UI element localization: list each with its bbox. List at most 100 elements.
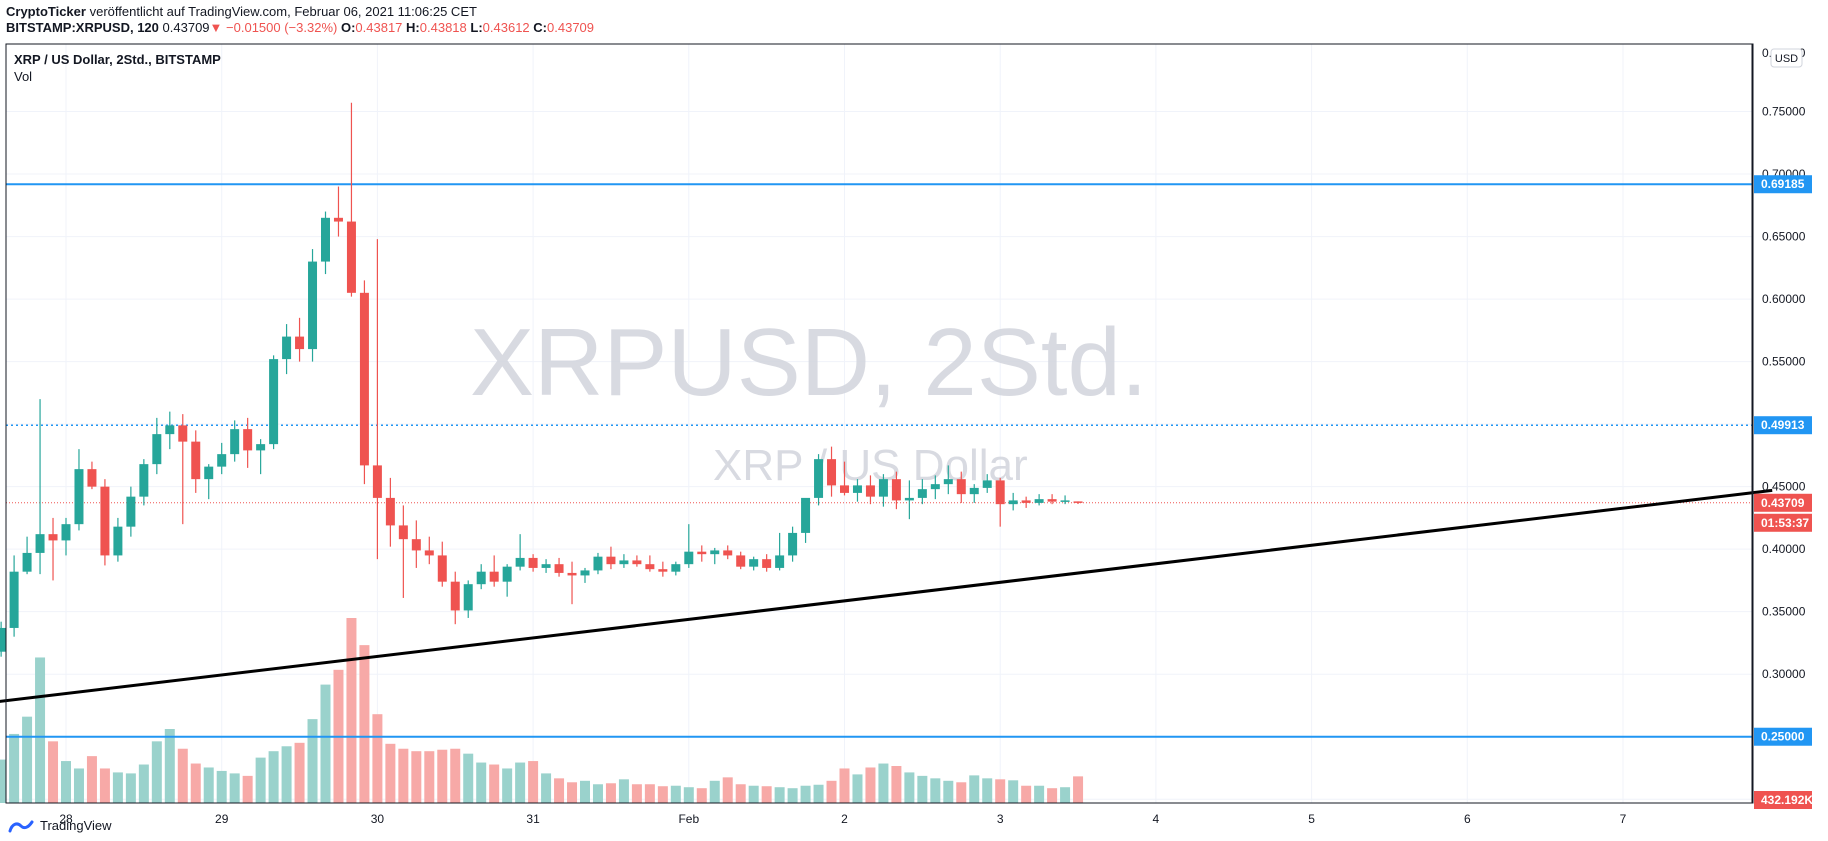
close-label: C: [533, 20, 548, 35]
volume-bar [930, 778, 941, 803]
candle-body [606, 556, 616, 565]
candle-body [1073, 501, 1083, 503]
close-value: 0.43709 [547, 20, 595, 35]
candle-body [165, 425, 175, 435]
candle-body [463, 584, 473, 611]
candle-body [502, 566, 512, 582]
candle-body [74, 469, 84, 525]
candle-body [684, 551, 694, 565]
low-label: L: [470, 20, 483, 35]
volume-bar [515, 762, 526, 803]
volume-bar [683, 787, 694, 803]
volume-bar [528, 761, 539, 803]
volume-bar [229, 773, 240, 803]
candle-body [814, 459, 824, 498]
volume-bar [670, 785, 681, 803]
volume-bar [359, 645, 370, 803]
volume-bar [800, 785, 811, 803]
candle-body [139, 464, 149, 497]
y-tick-label: 0.45000 [1762, 480, 1806, 494]
volume-bar [696, 788, 707, 803]
time-axis[interactable]: 28 29 30 31 Feb 2 3 4 5 6 7 [59, 812, 1626, 826]
candle-body [450, 581, 460, 611]
candle-body [969, 487, 979, 495]
price-tag-volume: 432.192K [1761, 793, 1813, 807]
volume-bar [878, 763, 889, 803]
candle-body [61, 524, 71, 541]
volume-bar [22, 716, 33, 803]
volume-bar [956, 782, 967, 803]
volume-bar [112, 772, 123, 803]
volume-bar [203, 767, 214, 803]
candle-body [541, 564, 551, 568]
candle-body [230, 429, 240, 455]
candle-body [204, 466, 214, 480]
volume-bar [281, 746, 292, 803]
volume-bar [86, 756, 97, 803]
grid [6, 44, 1752, 803]
volume-bar [618, 779, 629, 803]
volume-bar [48, 741, 59, 803]
candle-body [359, 292, 369, 466]
currency-badge[interactable] [1770, 48, 1803, 68]
candle-body [424, 550, 434, 556]
legend-title: XRP / US Dollar, 2Std., BITSTAMP [14, 52, 221, 67]
candle-body [593, 556, 603, 571]
volume-bar [969, 775, 980, 803]
y-tick-label: 0.55000 [1762, 355, 1806, 369]
candle-body [321, 217, 330, 262]
footer-brand: TradingView [40, 818, 112, 833]
volume-bar [151, 741, 162, 803]
candle-body [1021, 500, 1031, 503]
publisher-name: CryptoTicker [6, 4, 86, 19]
volume-bar [255, 757, 266, 803]
volume-bar [761, 786, 772, 803]
candle-body [217, 454, 227, 467]
currency-label: USD [1775, 53, 1798, 65]
volume-bar [372, 714, 383, 803]
candle-body [930, 484, 940, 490]
candle-body [658, 569, 668, 572]
support-trendline [0, 488, 1773, 703]
candle-body [878, 479, 888, 497]
volume-bar [605, 783, 616, 803]
candle-body [904, 497, 914, 501]
low-value: 0.43612 [482, 20, 530, 35]
candle-body [398, 525, 408, 540]
volume-bar [307, 719, 318, 803]
candle-body [1060, 500, 1070, 502]
volume-bar [164, 729, 175, 803]
x-tick-label: 31 [526, 812, 540, 826]
x-tick-label: 2 [841, 812, 848, 826]
candle-body [152, 434, 162, 465]
volume-bar [1008, 780, 1019, 803]
volume-bar [748, 785, 759, 803]
volume-bar [1021, 785, 1032, 803]
volume-bar [138, 764, 149, 803]
price-tag-mid-level: 0.49913 [1761, 418, 1805, 432]
open-value: 0.43817 [355, 20, 403, 35]
candle-body [956, 479, 966, 495]
candle-body [476, 571, 486, 585]
candle-body [282, 336, 292, 360]
y-tick-label: 0.60000 [1762, 292, 1806, 306]
candle-body [243, 429, 253, 451]
candle-body [580, 570, 590, 576]
candle-body [528, 557, 538, 568]
volume-bar [242, 775, 253, 803]
price-levels [6, 183, 1752, 738]
volume-bar [125, 773, 136, 803]
x-tick-label: 28 [59, 812, 73, 826]
x-tick-label: 4 [1153, 812, 1160, 826]
x-tick-label: 30 [371, 812, 385, 826]
candle-body [269, 359, 279, 445]
candle-body [736, 555, 746, 567]
candle-body [891, 479, 901, 501]
candle-body [671, 564, 681, 572]
volume-bar [644, 784, 655, 803]
candle-body [645, 564, 655, 570]
trendline[interactable] [0, 488, 1773, 729]
volume-bar [904, 772, 915, 803]
x-tick-label: Feb [678, 812, 699, 826]
